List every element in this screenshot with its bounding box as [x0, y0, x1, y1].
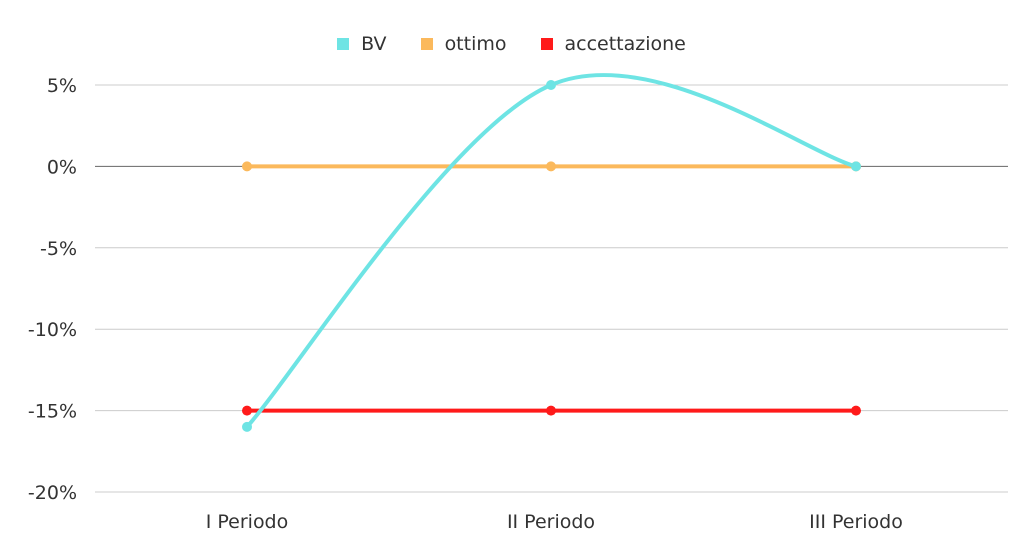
- legend-swatch-ottimo: [420, 38, 433, 50]
- data-point-ottimo-0[interactable]: [242, 161, 252, 172]
- x-axis-ticks: I Periodo II Periodo III Periodo: [206, 511, 903, 533]
- legend-item-bv[interactable]: BV: [337, 33, 387, 55]
- chart-legend: BV ottimo accettazione: [0, 33, 1023, 55]
- y-axis-ticks: 5% 0% -5% -10% -15% -20%: [28, 75, 77, 504]
- series-lines: [245, 73, 858, 429]
- legend-label-ottimo: ottimo: [444, 33, 507, 55]
- y-tick-label: -5%: [40, 238, 77, 260]
- series-points: [242, 80, 861, 432]
- data-point-BV-0[interactable]: [242, 421, 252, 432]
- y-tick-label: 5%: [47, 75, 77, 97]
- legend-item-ottimo[interactable]: ottimo: [420, 33, 507, 55]
- legend-swatch-bv: [337, 38, 350, 50]
- legend-swatch-accettazione: [540, 38, 553, 50]
- data-point-accettazione-0[interactable]: [242, 405, 252, 416]
- x-tick-label: III Periodo: [809, 511, 903, 533]
- data-point-accettazione-2[interactable]: [851, 405, 861, 416]
- data-point-accettazione-1[interactable]: [546, 405, 556, 416]
- legend-label-accettazione: accettazione: [564, 33, 686, 55]
- y-tick-label: -20%: [28, 482, 77, 504]
- x-tick-label: II Periodo: [507, 511, 595, 533]
- data-point-BV-1[interactable]: [546, 80, 556, 90]
- y-tick-label: -15%: [28, 401, 77, 423]
- x-tick-label: I Periodo: [206, 511, 289, 533]
- legend-item-accettazione[interactable]: accettazione: [540, 33, 686, 55]
- gridlines: [95, 84, 1008, 493]
- y-tick-label: 0%: [47, 156, 77, 178]
- y-tick-label: -10%: [28, 319, 77, 341]
- data-point-ottimo-1[interactable]: [546, 161, 556, 172]
- legend-label-bv: BV: [361, 33, 387, 55]
- data-point-BV-2[interactable]: [851, 161, 861, 172]
- series-line-BV: [245, 73, 858, 429]
